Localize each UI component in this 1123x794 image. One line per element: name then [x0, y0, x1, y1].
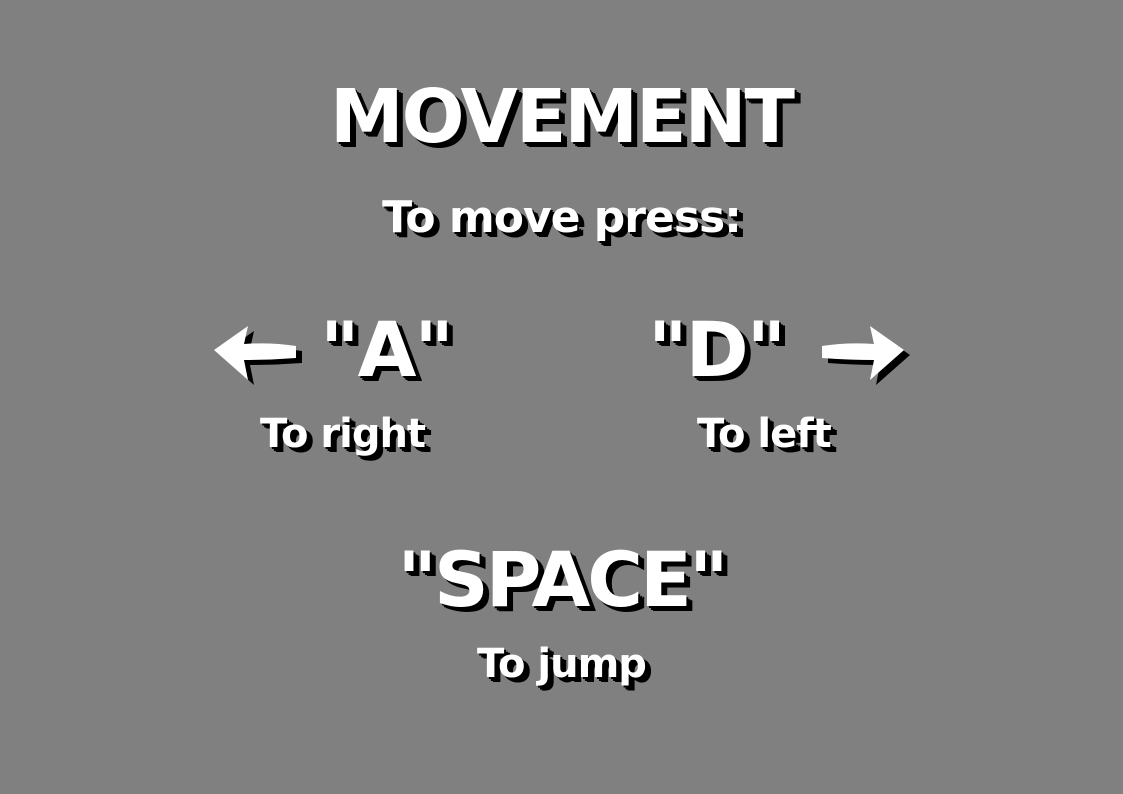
key-d: "D" — [648, 305, 786, 394]
key-space: "SPACE" — [397, 535, 728, 624]
screen-title: MOVEMENT — [330, 74, 795, 160]
key-d-label: To left — [697, 411, 832, 457]
key-a-label: To right — [260, 411, 426, 457]
arrow-right-icon — [822, 326, 910, 385]
arrow-left-icon — [214, 326, 302, 385]
key-space-label: To jump — [477, 641, 647, 687]
key-a: "A" — [320, 305, 454, 394]
screen-subtitle: To move press: — [382, 192, 742, 243]
